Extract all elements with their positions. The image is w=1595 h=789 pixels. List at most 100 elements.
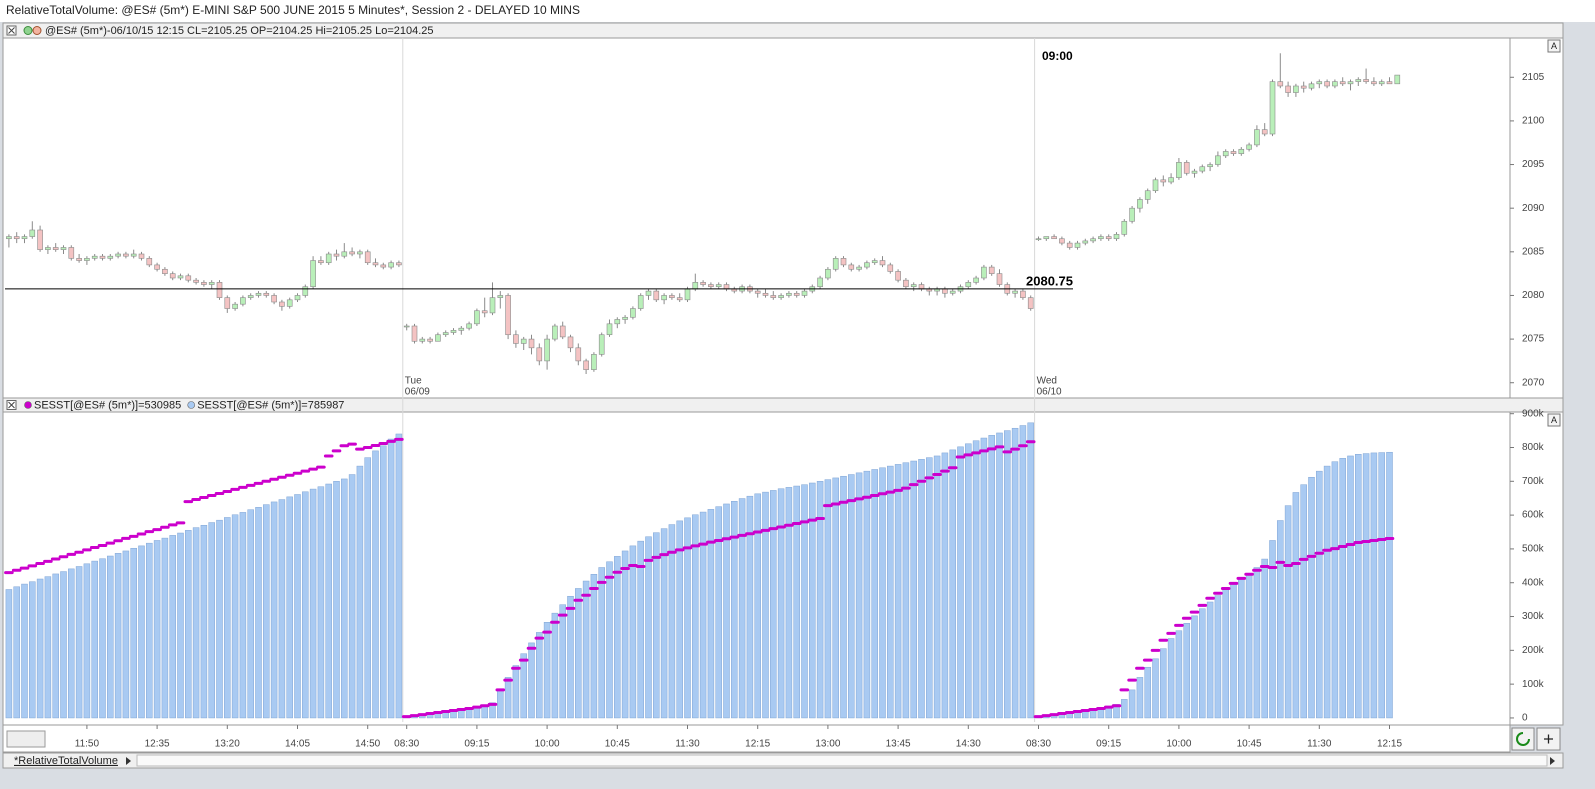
candle-body — [349, 251, 355, 255]
candle-body — [1222, 151, 1229, 157]
candle-body — [832, 258, 839, 270]
candle-body — [68, 247, 75, 259]
y-tick-label: 900k — [1522, 408, 1545, 419]
volume-bar — [13, 586, 20, 719]
volume-bar — [302, 491, 309, 719]
volume-bar — [1300, 484, 1307, 719]
candle-body — [996, 273, 1003, 285]
candle-body — [107, 255, 114, 259]
volume-bar — [263, 504, 270, 719]
candle-body — [614, 319, 621, 325]
volume-bar — [364, 457, 371, 719]
volume-bar — [933, 455, 941, 719]
candle-body — [1246, 144, 1252, 150]
candle-body — [559, 325, 566, 338]
candle-body — [177, 275, 184, 279]
candle-body — [715, 284, 722, 288]
volume-bar — [528, 642, 535, 719]
candle-body — [1285, 85, 1291, 93]
candle-body — [1254, 129, 1260, 146]
volume-bar — [855, 472, 863, 719]
volume-bar — [926, 457, 933, 719]
candle-body — [1324, 81, 1330, 87]
legend-label: SESST[@ES# (5m*)]=785987 — [197, 399, 344, 411]
volume-bar — [621, 550, 629, 719]
x-tick-label: 11:30 — [675, 739, 700, 750]
candle-body — [942, 288, 948, 294]
volume-bar — [395, 433, 403, 719]
candle-body — [981, 266, 987, 279]
x-tick-label: 14:50 — [355, 739, 380, 750]
volume-bar — [1261, 558, 1268, 719]
candle-body — [1168, 177, 1174, 183]
volume-bar — [333, 481, 340, 719]
x-tick-label: 08:30 — [394, 739, 419, 750]
scroll-thumb[interactable] — [6, 730, 46, 748]
volume-bar — [83, 563, 91, 719]
candle-body — [216, 282, 223, 298]
volume-bar — [169, 535, 176, 719]
x-tick-label: 12:15 — [745, 739, 770, 750]
y-tick-label: 100k — [1522, 679, 1545, 690]
volume-bar — [99, 558, 106, 719]
candle-body — [497, 295, 504, 298]
volume-bar — [146, 542, 153, 719]
candle-body — [364, 251, 371, 264]
candle-body — [21, 236, 28, 240]
y-tick-label: 2095 — [1522, 159, 1545, 170]
candle-body — [450, 330, 457, 333]
volume-bar — [1011, 427, 1019, 719]
candle-body — [76, 258, 82, 261]
volume-bar — [489, 702, 496, 719]
candle-body — [458, 327, 465, 331]
volume-bar — [879, 467, 886, 719]
candle-body — [302, 286, 309, 296]
volume-bar — [1386, 451, 1393, 719]
tab-arrow[interactable] — [126, 757, 131, 765]
candle-body — [99, 255, 106, 259]
candle-body — [333, 253, 340, 257]
candle-body — [708, 284, 714, 288]
horizontal-scrollbar[interactable] — [136, 754, 1548, 767]
candle-body — [723, 284, 730, 290]
volume-bar — [356, 465, 364, 719]
volume-bar — [762, 491, 769, 719]
session-date: 06/10 — [1037, 387, 1062, 398]
y-tick-label: 2080 — [1522, 290, 1545, 301]
candle-body — [1121, 220, 1128, 235]
candle-body — [154, 264, 160, 270]
x-tick-label: 10:00 — [1166, 739, 1191, 750]
volume-bar — [738, 498, 746, 719]
volume-bar — [1370, 452, 1378, 719]
time-marker: 09:00 — [1042, 49, 1073, 63]
candle-body — [1160, 179, 1167, 183]
refresh-icon — [1516, 732, 1530, 746]
candle-body — [840, 258, 847, 266]
refresh-button[interactable] — [1511, 727, 1535, 751]
volume-bar — [60, 571, 67, 719]
volume-bar — [1160, 648, 1167, 719]
volume-bar — [614, 556, 621, 719]
autoscale-button[interactable] — [1547, 413, 1561, 427]
volume-bar — [988, 435, 995, 719]
volume-bar — [138, 545, 145, 719]
candle-body — [84, 258, 90, 261]
candle-body — [201, 282, 207, 285]
volume-bar — [980, 437, 988, 719]
autoscale-button[interactable] — [1547, 39, 1561, 53]
add-icon — [1544, 734, 1553, 744]
candle-body — [1378, 81, 1385, 85]
sheet-tab[interactable]: *RelativeTotalVolume — [14, 755, 118, 767]
volume-layer — [4, 422, 1395, 719]
y-tick-label: 2090 — [1522, 203, 1545, 214]
volume-bar — [793, 485, 800, 719]
candle-body — [1090, 238, 1096, 242]
candle-body — [637, 295, 644, 309]
x-tick-label: 10:00 — [535, 739, 560, 750]
y-tick-label: 2075 — [1522, 334, 1545, 345]
candle-body — [1339, 81, 1346, 85]
candle-body — [341, 251, 348, 257]
scroll-right[interactable] — [1550, 757, 1555, 765]
candle-body — [263, 292, 270, 296]
session-date: 06/09 — [405, 387, 430, 398]
